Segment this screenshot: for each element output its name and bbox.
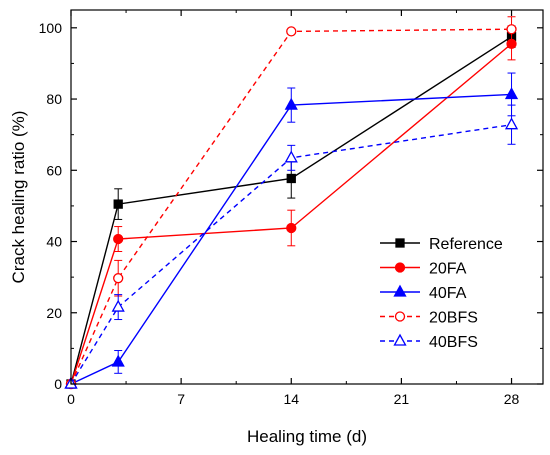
legend-label: 40FA: [429, 285, 467, 302]
series-line: [70, 36, 512, 385]
data-point: [504, 87, 519, 100]
data-point: [113, 273, 124, 284]
data-point: [284, 150, 298, 163]
x-axis-title: Healing time (d): [247, 427, 367, 446]
x-tick-label: 21: [394, 391, 410, 407]
legend-item-20bfs: 20BFS: [380, 310, 478, 327]
legend-marker: [395, 238, 405, 248]
legend-marker: [393, 284, 407, 297]
series-20bfs: [65, 16, 517, 390]
plot-frame: [70, 9, 544, 385]
y-tick-label: 60: [46, 162, 62, 178]
y-tick-label: 20: [46, 305, 62, 321]
data-point: [506, 24, 517, 35]
x-tick-label: 14: [283, 391, 299, 407]
x-tick-label: 7: [177, 391, 185, 407]
data-point: [111, 299, 125, 312]
axes-layer: 0 7 14 21 28 0 20 40 60 80 100: [39, 9, 544, 407]
legend-label: 20FA: [429, 261, 467, 278]
y-tick-label: 80: [46, 91, 62, 107]
data-point: [113, 199, 123, 209]
data-point: [284, 97, 298, 110]
legend-marker: [394, 311, 406, 322]
legend-label: Reference: [429, 236, 503, 253]
legend-item-20fa: 20FA: [380, 261, 467, 278]
x-tick-label: 28: [504, 391, 520, 407]
legend-label: 40BFS: [429, 334, 478, 351]
legend-label: 20BFS: [429, 310, 478, 327]
legend-item-reference: Reference: [380, 236, 503, 253]
series-line: [70, 28, 512, 385]
series-layer: [64, 16, 519, 390]
legend-marker: [393, 333, 407, 346]
series-line: [70, 124, 512, 385]
legend-item-40fa: 40FA: [380, 284, 467, 302]
data-point: [286, 26, 297, 37]
legend-item-40bfs: 40BFS: [380, 333, 478, 351]
data-point: [286, 222, 297, 234]
y-tick-label: 100: [39, 20, 63, 36]
data-point: [111, 354, 125, 367]
data-point: [504, 117, 519, 130]
legend: Reference 20FA 40FA 20BFS 40BFS: [380, 236, 503, 351]
x-tick-label: 0: [67, 391, 75, 407]
y-tick-label: 40: [46, 234, 62, 250]
series-40bfs: [64, 104, 519, 389]
y-axis-title: Crack healing ratio (%): [9, 111, 28, 284]
series-line: [70, 93, 512, 385]
data-point: [286, 173, 296, 184]
data-point: [113, 233, 124, 245]
y-tick-label: 0: [54, 376, 62, 392]
legend-marker: [394, 262, 406, 273]
